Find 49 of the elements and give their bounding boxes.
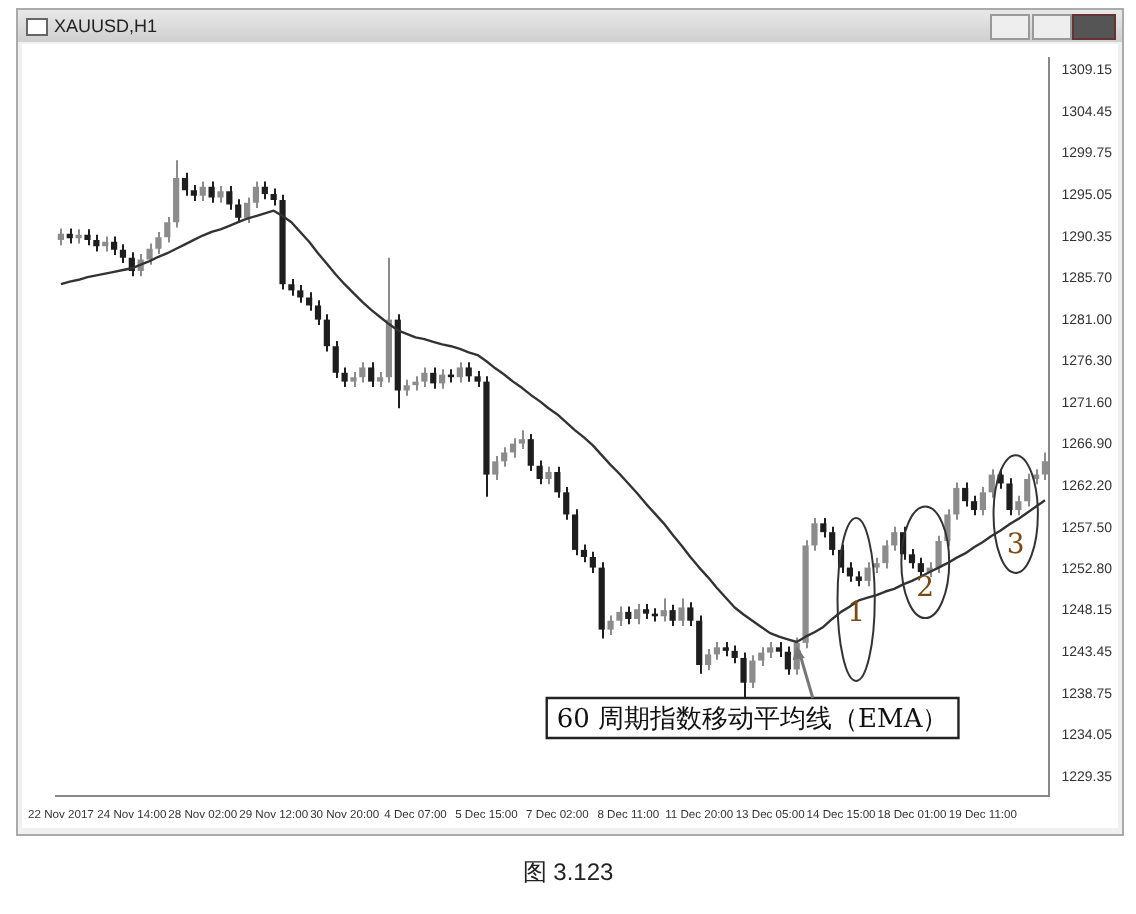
candlestick — [572, 508, 579, 557]
candlestick — [669, 603, 676, 628]
text: 60 周期指数移动平均线（EMA） — [556, 704, 949, 735]
candlestick — [181, 171, 189, 197]
candlestick — [456, 361, 463, 384]
candlestick — [421, 366, 428, 388]
candlestick — [979, 486, 987, 517]
candlestick — [111, 235, 118, 256]
candlestick — [660, 597, 667, 623]
candlestick — [607, 614, 614, 636]
candlestick — [536, 459, 543, 486]
candlestick — [935, 534, 942, 574]
candlestick — [864, 561, 871, 588]
candlestick — [199, 180, 206, 202]
annotation: 3 — [1006, 528, 1025, 561]
candlestick — [323, 313, 330, 353]
candlestick — [634, 602, 641, 626]
candlestick — [962, 481, 969, 508]
annotation: 1 — [847, 596, 866, 629]
candlestick — [1006, 477, 1013, 517]
candlestick — [465, 361, 472, 383]
candlestick — [119, 243, 127, 264]
candlestick — [988, 468, 995, 499]
candlestick — [430, 366, 437, 390]
candlestick — [359, 361, 366, 384]
annotation: 2 — [916, 572, 935, 605]
caption: 图 3.123 — [520, 856, 616, 890]
candlestick — [678, 597, 685, 628]
candlestick — [208, 180, 215, 204]
candlestick — [696, 614, 703, 675]
candlestick — [1015, 494, 1022, 517]
candlestick — [1024, 472, 1031, 508]
candlestick — [829, 525, 836, 557]
candlestick — [882, 539, 889, 570]
chart-title: XAUUSD,H1 — [18, 10, 1122, 42]
candlestick — [749, 654, 756, 690]
candlestick — [527, 432, 534, 473]
candlestick — [758, 646, 765, 667]
candlestick — [784, 645, 791, 676]
candlestick — [704, 648, 712, 672]
candlestick — [368, 361, 375, 388]
candlestick — [226, 184, 233, 211]
candlestick — [518, 429, 526, 450]
candlestick — [917, 556, 924, 579]
candlestick — [687, 601, 694, 628]
candlestick — [314, 299, 322, 326]
candlestick — [616, 605, 623, 628]
candlestick — [492, 455, 499, 481]
candlestick — [589, 550, 596, 574]
